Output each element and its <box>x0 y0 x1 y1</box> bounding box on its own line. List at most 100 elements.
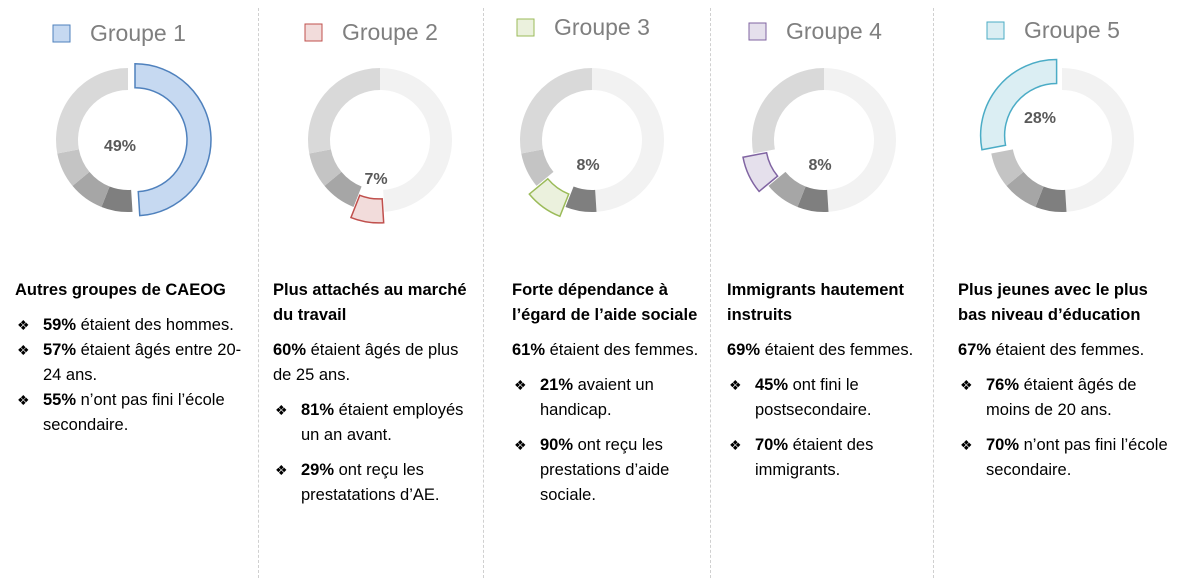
donut-segment <box>797 186 829 213</box>
statement: ont reçu les prestatations d’AE. <box>301 461 440 504</box>
bullet: 70% étaient des immigrants. <box>727 433 922 483</box>
statement: n’ont pas fini l’école secondaire. <box>43 391 225 434</box>
donut-segment <box>380 68 453 212</box>
bullet: 21% avaient un handicap. <box>512 373 702 423</box>
highlight-figure: 81% <box>301 401 335 419</box>
intro: 61% étaient des femmes. <box>512 338 702 363</box>
statement: étaient âgés de plus de 25 ans. <box>273 341 459 384</box>
statement: avaient un handicap. <box>540 376 654 419</box>
donut-area: Groupe 1 49% Groupe 2 7% Groupe 3 8% Groupe 4 8… <box>52 14 1135 224</box>
donut-segment <box>824 68 897 212</box>
legend-swatch <box>52 24 71 43</box>
highlight-figure: 21% <box>540 376 574 394</box>
highlight-figure: 60% <box>273 341 307 359</box>
donut-segment <box>308 68 380 154</box>
panel-heading: Plus attachés au marché du travail <box>273 281 467 324</box>
bullet: 45% ont fini le postsecondaire. <box>727 373 922 423</box>
donut-segment <box>752 68 824 154</box>
donut-segment <box>991 149 1024 186</box>
highlight-figure: 57% <box>43 341 77 359</box>
donut-segment-highlight <box>528 177 570 218</box>
value-label: 7% <box>364 171 387 188</box>
donut-segment <box>101 186 133 212</box>
text-panel: Immigrants hautement instruits 69% étaien… <box>727 278 922 493</box>
bullet: 59% étaient des hommes. <box>15 313 250 338</box>
statement: étaient employés un an avant. <box>301 401 464 444</box>
donut-segment-highlight <box>134 63 212 217</box>
legend-swatch <box>748 22 767 41</box>
value-label: 49% <box>104 138 136 155</box>
donut-segment <box>592 68 665 212</box>
highlight-figure: 70% <box>986 436 1020 454</box>
group-title: Groupe 3 <box>554 14 650 40</box>
statement: n’ont pas fini l’école secondaire. <box>986 436 1168 479</box>
bullet: 55% n’ont pas fini l’école secondaire. <box>15 388 250 438</box>
donut-segment <box>55 68 128 154</box>
separator <box>710 8 711 578</box>
value-label: 8% <box>808 157 831 174</box>
statement: étaient des immigrants. <box>755 436 874 479</box>
bullet: 90% ont reçu les prestations d’aide soci… <box>512 433 702 508</box>
donut-segment <box>521 149 554 186</box>
separator <box>933 8 934 578</box>
donut-segment <box>57 149 90 186</box>
statement: étaient des hommes. <box>80 316 234 334</box>
text-panel: Autres groupes de CAEOG 59% étaient des h… <box>15 278 250 438</box>
legend-swatch <box>516 18 535 37</box>
bullet: 57% étaient âgés entre 20-24 ans. <box>15 338 250 388</box>
intro: 69% étaient des femmes. <box>727 338 922 363</box>
statement: étaient des femmes. <box>764 341 914 359</box>
bullet: 81% étaient employés un an avant. <box>273 398 473 448</box>
highlight-figure: 69% <box>727 341 761 359</box>
donut-segment <box>1006 171 1044 207</box>
text-panel: Forte dépendance à l’égard de l’aide soc… <box>512 278 702 518</box>
panel-heading: Plus jeunes avec le plus bas niveau d’éd… <box>958 281 1148 324</box>
donut-segment <box>565 186 597 213</box>
bullet: 29% ont reçu les prestatations d’AE. <box>273 458 473 508</box>
group-title: Groupe 4 <box>786 18 882 44</box>
highlight-figure: 55% <box>43 391 77 409</box>
donut-segment-highlight <box>979 58 1058 151</box>
donut-segment <box>520 68 592 154</box>
bullet: 76% étaient âgés de moins de 20 ans. <box>958 373 1178 423</box>
donut-segment <box>1035 186 1067 212</box>
highlight-figure: 70% <box>755 436 789 454</box>
panel-heading: Autres groupes de CAEOG <box>15 281 226 299</box>
separator <box>483 8 484 578</box>
text-panel: Plus attachés au marché du travail 60% ét… <box>273 278 473 518</box>
statement: ont reçu les prestations d’aide sociale. <box>540 436 670 504</box>
statement: étaient âgés entre 20-24 ans. <box>43 341 242 384</box>
highlight-figure: 29% <box>301 461 335 479</box>
donut-segment <box>72 171 110 207</box>
statement: ont fini le postsecondaire. <box>755 376 872 419</box>
intro: 67% étaient des femmes. <box>958 338 1178 363</box>
separator <box>258 8 259 578</box>
panel-heading: Forte dépendance à l’égard de l’aide soc… <box>512 281 698 324</box>
group-title: Groupe 5 <box>1024 17 1120 43</box>
bullet: 70% n’ont pas fini l’école secondaire. <box>958 433 1178 483</box>
donut-segment-highlight <box>349 194 385 224</box>
highlight-figure: 76% <box>986 376 1020 394</box>
group-title: Groupe 2 <box>342 19 438 45</box>
panel-heading: Immigrants hautement instruits <box>727 281 904 324</box>
highlight-figure: 67% <box>958 341 992 359</box>
statement: étaient des femmes. <box>549 341 699 359</box>
legend-swatch <box>986 21 1005 40</box>
donut-segment <box>1062 68 1135 212</box>
group-title: Groupe 1 <box>90 20 186 46</box>
statement: étaient âgés de moins de 20 ans. <box>986 376 1137 419</box>
legend-swatch <box>304 23 323 42</box>
highlight-figure: 61% <box>512 341 546 359</box>
highlight-figure: 45% <box>755 376 789 394</box>
value-label: 8% <box>576 157 599 174</box>
text-panel: Plus jeunes avec le plus bas niveau d’éd… <box>958 278 1178 493</box>
intro: 60% étaient âgés de plus de 25 ans. <box>273 338 473 388</box>
donut-segment <box>309 149 342 186</box>
highlight-figure: 59% <box>43 316 77 334</box>
donut-segment <box>324 171 362 207</box>
donut-segment <box>768 171 806 207</box>
donut-segment-highlight <box>742 151 779 193</box>
value-label: 28% <box>1024 110 1056 127</box>
highlight-figure: 90% <box>540 436 574 454</box>
